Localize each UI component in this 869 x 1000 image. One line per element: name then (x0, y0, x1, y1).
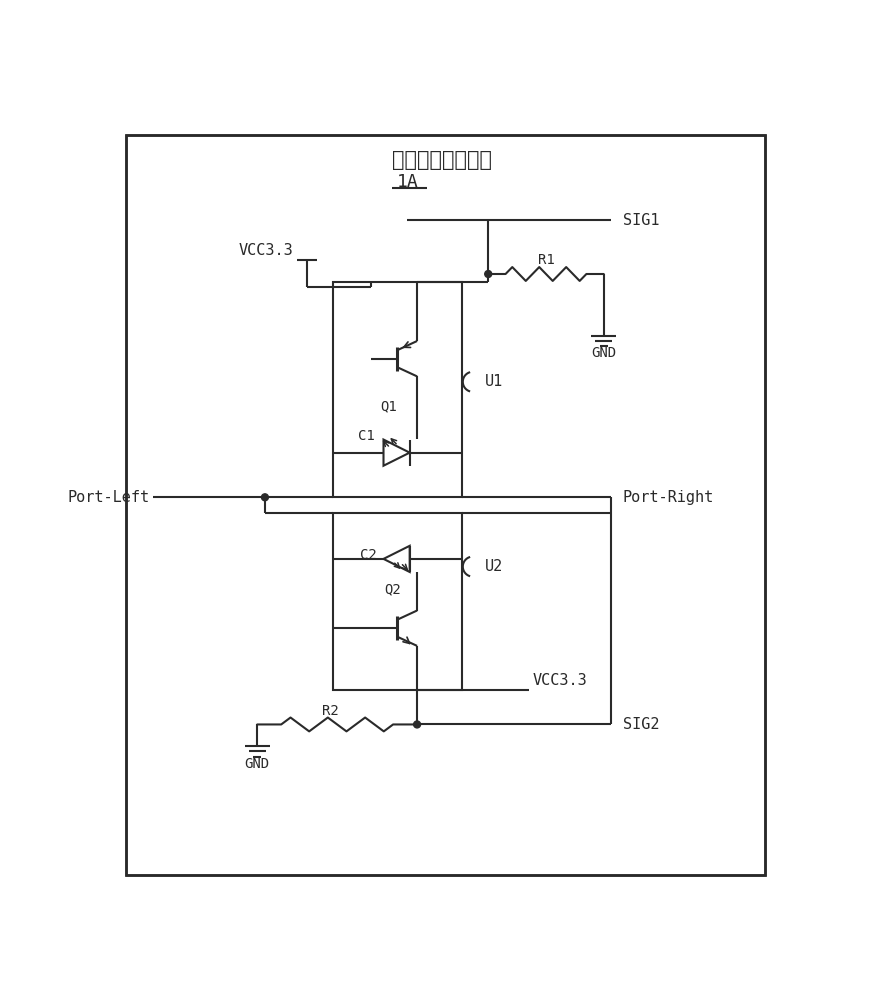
Circle shape (413, 721, 420, 728)
Text: U1: U1 (485, 374, 503, 389)
Text: GND: GND (244, 757, 269, 771)
Circle shape (262, 494, 268, 501)
Bar (332, 513, 461, 690)
Text: Port-Left: Port-Left (67, 490, 149, 505)
Circle shape (484, 271, 491, 277)
Text: R2: R2 (322, 704, 338, 718)
Text: Q2: Q2 (384, 583, 401, 597)
Text: 1A: 1A (396, 173, 418, 191)
Bar (332, 282, 461, 497)
Text: SIG2: SIG2 (622, 717, 659, 732)
Text: C1: C1 (358, 429, 375, 443)
Text: Port-Right: Port-Right (622, 490, 713, 505)
Text: C2: C2 (359, 548, 376, 562)
Text: SIG1: SIG1 (622, 213, 659, 228)
Text: 第一电流检测模块: 第一电流检测模块 (392, 150, 492, 170)
Text: VCC3.3: VCC3.3 (238, 243, 293, 258)
Text: R1: R1 (537, 253, 554, 267)
Text: VCC3.3: VCC3.3 (533, 673, 587, 688)
Text: Q1: Q1 (380, 399, 397, 413)
Text: U2: U2 (485, 559, 503, 574)
Text: GND: GND (590, 346, 615, 360)
